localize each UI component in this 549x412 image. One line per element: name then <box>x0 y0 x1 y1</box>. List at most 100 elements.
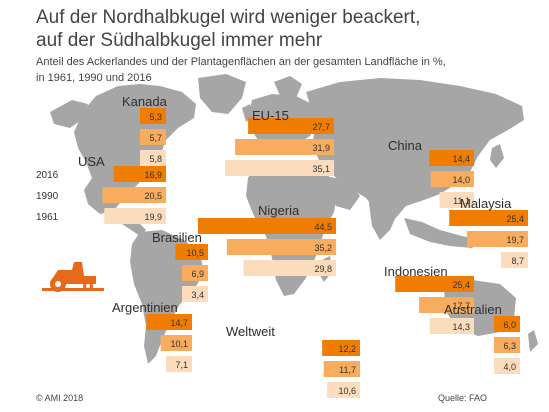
bar-value-label: 25,4 <box>452 280 470 290</box>
map-southeast-asia <box>404 218 480 248</box>
country-label: EU-15 <box>252 108 289 123</box>
map-greenland <box>198 74 246 114</box>
bar-value-label: 19,9 <box>144 212 162 222</box>
bar-brasilien-2016 <box>175 244 208 260</box>
bar-value-label: 3,4 <box>191 290 204 300</box>
bar-nigeria-1961 <box>243 260 336 276</box>
copyright-note: © AMI 2018 <box>36 393 84 403</box>
bar-usa-1990 <box>102 187 166 203</box>
country-block-malaysia: 25,4 19,7 8,7 Malaysia <box>449 196 528 268</box>
bar-weltweit-2016 <box>322 340 360 356</box>
bar-value-label: 8,7 <box>511 256 524 266</box>
bar-malaysia-1961 <box>501 252 528 268</box>
bar-value-label: 5,3 <box>149 112 162 122</box>
legend-label-2016: 2016 <box>36 170 59 181</box>
bar-eu-15-1961 <box>225 160 334 176</box>
bar-value-label: 11,7 <box>339 365 356 375</box>
bar-value-label: 6,0 <box>503 320 516 330</box>
bar-weltweit-1961 <box>327 382 360 398</box>
bar-value-label: 12,2 <box>338 344 356 354</box>
bar-eu-15-2016 <box>248 118 334 134</box>
bar-value-label: 10,6 <box>338 386 356 396</box>
country-label: Kanada <box>122 94 168 109</box>
bar-china-1961 <box>439 192 474 208</box>
bar-value-label: 35,1 <box>312 164 330 174</box>
bar-malaysia-1990 <box>466 231 528 247</box>
map-arabia <box>324 176 360 210</box>
map-south-america <box>130 230 204 364</box>
bar-value-label: 4,0 <box>503 362 516 372</box>
bar-value-label: 7,1 <box>175 360 188 370</box>
map-scandinavia <box>274 76 302 100</box>
map-asia <box>306 78 524 220</box>
bar-argentinien-1961 <box>166 356 192 372</box>
tractor-icon <box>42 262 104 292</box>
legend-label-1961: 1961 <box>36 212 59 223</box>
bar-argentinien-2016 <box>146 314 192 330</box>
title-line-1: Auf der Nordhalbkugel wird weniger beack… <box>36 7 421 28</box>
map-india <box>368 196 398 240</box>
map-japan <box>490 144 504 168</box>
bar-weltweit-1990 <box>323 361 360 377</box>
bar-value-label: 14,0 <box>452 175 470 185</box>
country-block-china: 14,4 14,0 11,1 China <box>388 138 474 208</box>
country-label: Brasilien <box>152 230 202 245</box>
bar-usa-2016 <box>113 166 166 182</box>
bar-china-1990 <box>430 171 474 187</box>
bar-value-label: 35,2 <box>314 243 332 253</box>
bar-brasilien-1990 <box>182 265 208 281</box>
bar-usa-1961 <box>104 208 166 224</box>
country-label: China <box>388 138 423 153</box>
bar-value-label: 20,5 <box>144 191 162 201</box>
bar-value-label: 14,3 <box>452 322 470 332</box>
country-label: USA <box>78 154 105 169</box>
legend-label-1990: 1990 <box>36 191 59 202</box>
subtitle-line-1: Anteil des Ackerlandes und der Plantagen… <box>36 56 446 68</box>
bar-value-label: 11,1 <box>453 196 470 206</box>
bar-value-label: 27,7 <box>312 122 330 132</box>
bar-nigeria-2016 <box>198 218 336 234</box>
title-line-2: auf der Südhalbkugel immer mehr <box>36 30 323 51</box>
bar-value-label: 14,7 <box>170 318 188 328</box>
bar-value-label: 16,9 <box>144 170 162 180</box>
source-note: Quelle: FAO <box>437 393 487 403</box>
bar-value-label: 14,4 <box>452 154 470 164</box>
bar-value-label: 25,4 <box>506 214 524 224</box>
country-block-usa: 16,9 20,5 19,9 USA <box>78 154 166 224</box>
bar-argentinien-1990 <box>160 335 192 351</box>
bar-value-label: 19,7 <box>506 235 524 245</box>
bar-indonesien-2016 <box>395 276 474 292</box>
bar-value-label: 5,7 <box>149 133 162 143</box>
bar-value-label: 17,7 <box>452 301 470 311</box>
bar-kanada-1990 <box>140 129 166 145</box>
bar-australien-2016 <box>494 316 520 332</box>
country-block-kanada: 5,3 5,7 5,8 Kanada <box>122 94 168 166</box>
bar-brasilien-1961 <box>182 286 208 302</box>
bar-value-label: 10,5 <box>186 248 204 258</box>
bar-malaysia-2016 <box>449 210 528 226</box>
country-block-nigeria: 44,5 35,2 29,8 Nigeria <box>198 203 336 276</box>
bar-value-label: 5,8 <box>149 154 162 164</box>
page-subtitle: Anteil des Ackerlandes und der Plantagen… <box>36 54 446 86</box>
bar-value-label: 31,9 <box>312 143 330 153</box>
country-block-brasilien: 10,5 6,9 3,4 Brasilien <box>152 230 208 302</box>
country-block-argentinien: 14,7 10,1 7,1 Argentinien <box>112 300 192 372</box>
bar-value-label: 10,1 <box>170 339 188 349</box>
page-title: Auf der Nordhalbkugel wird weniger beack… <box>36 6 420 52</box>
bar-indonesien-1961 <box>429 318 474 334</box>
country-label: Malaysia <box>460 196 512 211</box>
bar-china-2016 <box>429 150 474 166</box>
country-block-eu-15: 27,7 31,9 35,1 EU-15 <box>225 108 334 176</box>
country-label: Weltweit <box>226 324 275 339</box>
map-alaska <box>50 100 88 128</box>
bar-value-label: 44,5 <box>314 222 332 232</box>
country-block-weltweit: 12,2 11,7 10,6 Weltweit <box>226 324 360 398</box>
map-new-zealand <box>528 330 538 352</box>
country-label: Australien <box>444 302 502 317</box>
country-label: Indonesien <box>384 264 448 279</box>
bar-kanada-2016 <box>140 108 166 124</box>
bar-australien-1961 <box>494 358 520 374</box>
bar-australien-1990 <box>494 337 520 353</box>
bar-value-label: 6,9 <box>191 269 204 279</box>
